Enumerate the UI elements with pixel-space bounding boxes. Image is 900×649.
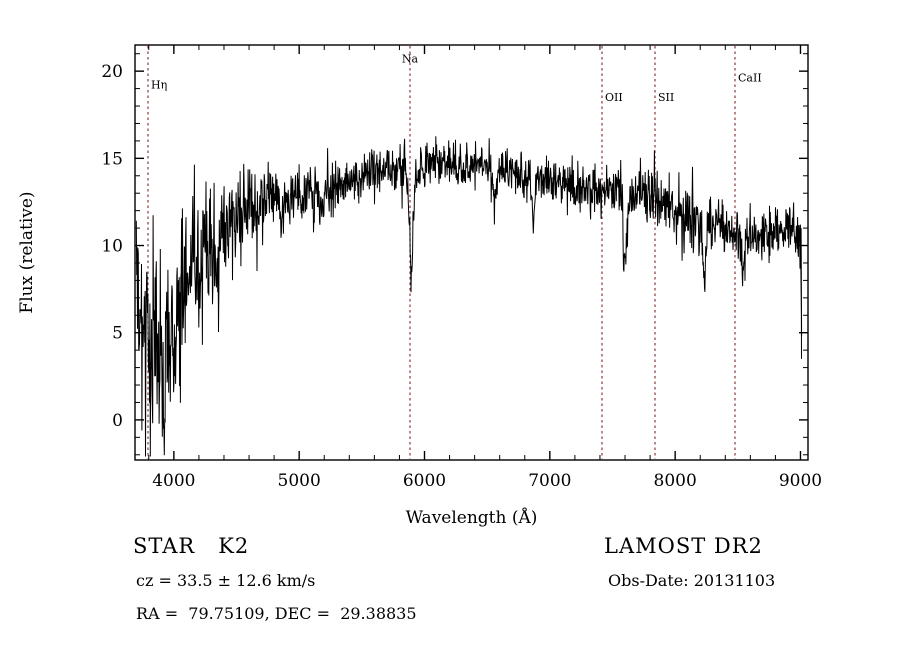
clip-right <box>808 0 900 649</box>
spectral-line-label-OII: OII <box>605 91 623 104</box>
y-tick-label: 5 <box>112 324 123 344</box>
y-tick-label: 15 <box>101 149 123 169</box>
x-tick-label: 5000 <box>278 471 321 491</box>
survey-name: LAMOST DR2 <box>604 534 763 558</box>
spectral-line-label-CaII: CaII <box>738 72 762 85</box>
observation-date: Obs-Date: 20131103 <box>608 571 776 590</box>
object-classification: STAR K2 <box>133 534 250 558</box>
x-tick-label: 7000 <box>528 471 571 491</box>
clip-left <box>0 0 135 649</box>
plot-background <box>135 45 808 460</box>
y-tick-label: 10 <box>101 237 123 257</box>
y-axis-title: Flux (relative) <box>17 191 37 313</box>
x-tick-label: 9000 <box>779 471 822 491</box>
y-tick-label: 20 <box>101 62 123 82</box>
x-tick-label: 8000 <box>654 471 697 491</box>
x-axis-title: Wavelength (Å) <box>406 507 538 528</box>
redshift-velocity: cz = 33.5 ± 12.6 km/s <box>136 571 316 590</box>
plot-frame <box>134 44 809 461</box>
clip-top <box>0 0 900 45</box>
spectrum-trace <box>135 136 803 457</box>
x-tick-label: 4000 <box>152 471 195 491</box>
sky-coordinates: RA = 79.75109, DEC = 29.38835 <box>136 604 417 623</box>
spectral-line-label-SII: SII <box>658 91 674 104</box>
spectral-line-label-Na: Na <box>402 52 419 65</box>
y-tick-label: 0 <box>112 411 123 431</box>
spectral-line-label-H: Hη <box>151 79 167 92</box>
clip-bottom <box>0 460 900 649</box>
x-tick-label: 6000 <box>403 471 446 491</box>
